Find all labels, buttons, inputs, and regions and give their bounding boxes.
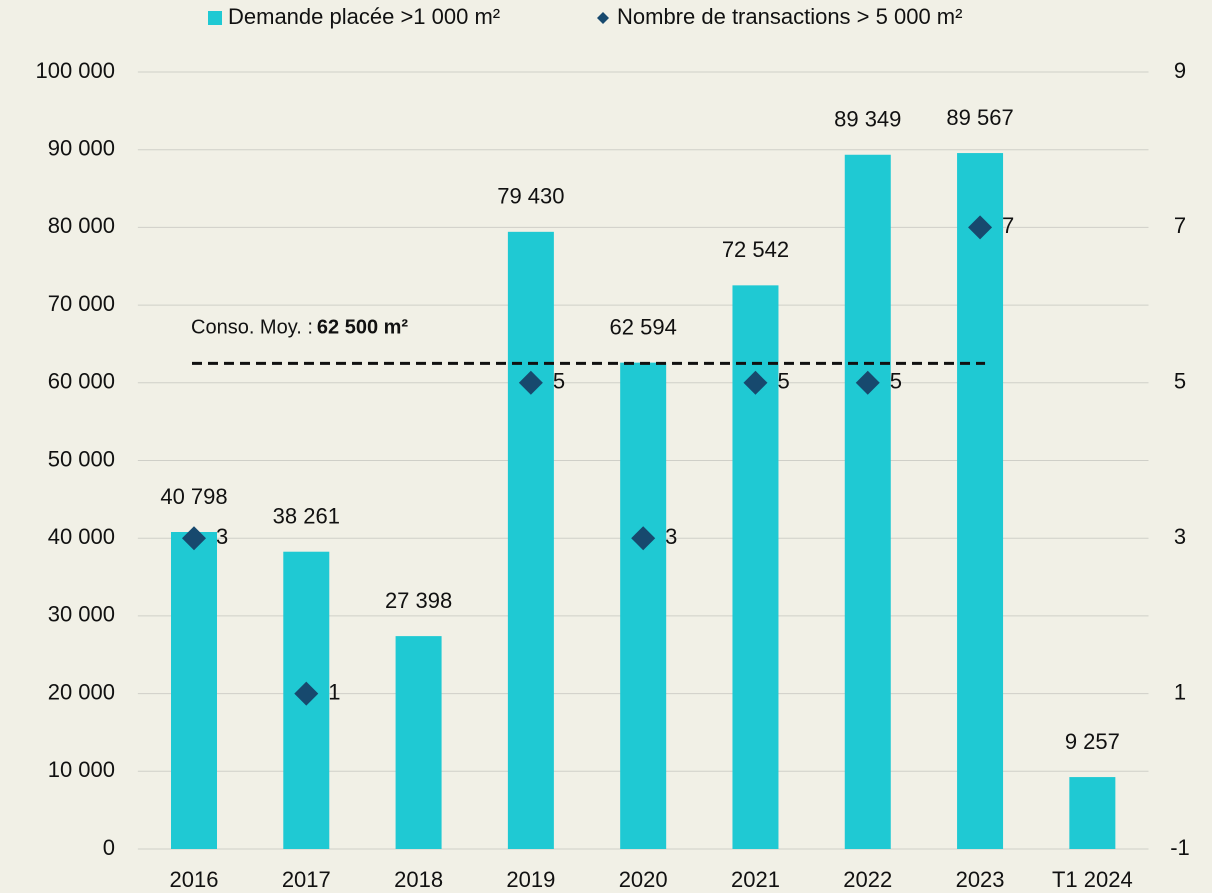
diamond-marker [631, 526, 656, 551]
marker-value-label: 1 [328, 679, 340, 704]
diamond-marker [518, 370, 543, 395]
y-tick-label: 30 000 [48, 602, 115, 627]
y-tick-label: 20 000 [48, 679, 115, 704]
bar-value-label: 62 594 [610, 314, 677, 339]
diamond-marker [855, 370, 880, 395]
y2-tick-label: 1 [1174, 679, 1186, 704]
bar [957, 153, 1004, 850]
diamond-marker [294, 681, 319, 706]
x-tick-label: 2018 [394, 867, 443, 892]
y-tick-label: 70 000 [48, 291, 115, 316]
y-tick-label: 80 000 [48, 213, 115, 238]
y-tick-label: 10 000 [48, 757, 115, 782]
bar [170, 531, 217, 849]
y2-tick-label: 5 [1174, 369, 1186, 394]
marker-value-label: 5 [777, 369, 789, 394]
bar-value-label: 89 567 [946, 105, 1013, 130]
x-tick-label: 2020 [619, 867, 668, 892]
bar [620, 362, 667, 849]
y2-tick-label: 3 [1174, 524, 1186, 549]
bar-value-label: 27 398 [385, 588, 452, 613]
x-tick-label: 2017 [282, 867, 331, 892]
y2-tick-label: 9 [1174, 58, 1186, 83]
diamond-marker [968, 215, 993, 240]
bar [507, 231, 554, 849]
bar-value-label: 79 430 [497, 184, 564, 209]
x-tick-label: 2016 [170, 867, 219, 892]
x-tick-label: T1 2024 [1052, 867, 1133, 892]
y2-tick-label: -1 [1170, 835, 1190, 860]
legend-label: Demande placée >1 000 m² [228, 4, 500, 29]
bar-value-label: 40 798 [160, 484, 227, 509]
reference-label: Conso. Moy. :62 500 m² [191, 317, 408, 339]
y-tick-label: 0 [103, 835, 115, 860]
marker-value-label: 3 [665, 524, 677, 549]
y-tick-label: 50 000 [48, 446, 115, 471]
x-tick-label: 2021 [731, 867, 780, 892]
marker-value-label: 5 [553, 369, 565, 394]
bar [395, 636, 442, 849]
y-tick-label: 60 000 [48, 369, 115, 394]
legend-label: Nombre de transactions > 5 000 m² [617, 4, 962, 29]
bar [1069, 777, 1116, 849]
diamond-marker [181, 526, 206, 551]
bar [844, 154, 891, 849]
bar-value-label: 72 542 [722, 237, 789, 262]
marker-value-label: 7 [1002, 213, 1014, 238]
y-tick-label: 100 000 [35, 58, 115, 83]
y-tick-label: 40 000 [48, 524, 115, 549]
x-tick-label: 2019 [506, 867, 555, 892]
marker-value-label: 5 [890, 369, 902, 394]
legend-swatch [208, 11, 222, 25]
reference-value: 62 500 m² [317, 317, 409, 339]
y2-tick-label: 7 [1174, 213, 1186, 238]
x-tick-label: 2022 [843, 867, 892, 892]
reference-prefix: Conso. Moy. : [191, 317, 313, 339]
x-tick-label: 2023 [956, 867, 1005, 892]
y-tick-label: 90 000 [48, 136, 115, 161]
diamond-marker [743, 370, 768, 395]
bar-value-label: 38 261 [273, 504, 340, 529]
bar-value-label: 89 349 [834, 107, 901, 132]
legend-swatch [597, 12, 609, 24]
bar-value-label: 9 257 [1065, 729, 1120, 754]
marker-value-label: 3 [216, 524, 228, 549]
bar [732, 285, 779, 850]
